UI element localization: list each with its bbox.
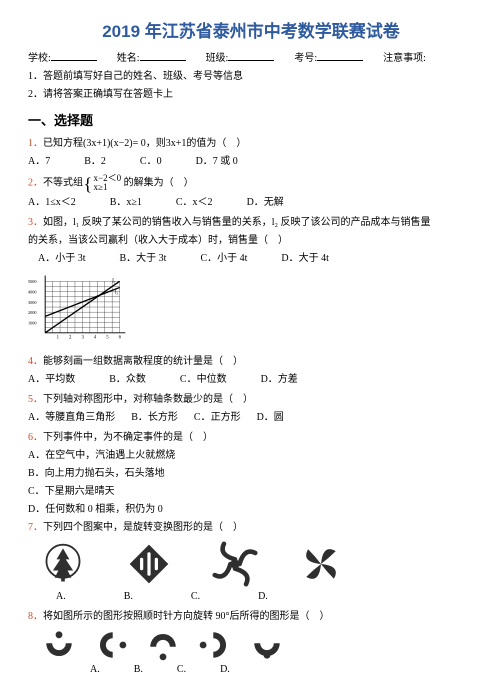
q4-opt-c: C．中位数 (180, 372, 227, 388)
q3-opt-c: C．小于 4t (200, 251, 247, 267)
q1-options: A．7 B．2 C．0 D．7 或 0 (28, 154, 474, 170)
q7-label-a: A. (56, 589, 66, 605)
q1-opt-d: D．7 或 0 (196, 154, 238, 170)
q2-ineq-2: x≥1 (94, 183, 122, 192)
q7-labels: A. B. C. D. (56, 589, 474, 605)
option-c-shape-icon (198, 628, 232, 662)
q4-options: A．平均数 B．众数 C．中位数 D．方差 (28, 372, 474, 388)
svg-text:l₂: l₂ (115, 290, 119, 296)
question-5: 5．下列轴对称图形中，对称轴条数最少的是（ ） (28, 392, 474, 407)
q1-opt-a: A．7 (28, 154, 50, 170)
q8-text: 将如图所示的图形按照顺时针方向旋转 90°后所得的图形是（ ） (43, 611, 330, 622)
q8-icons (42, 628, 474, 662)
q1-opt-c: C．0 (140, 154, 162, 170)
examno-label: 考号: (294, 51, 363, 67)
q7-label-d: D. (258, 589, 268, 605)
q7-label-c: C. (191, 589, 200, 605)
q4-opt-b: B．众数 (109, 372, 146, 388)
question-8: 8．将如图所示的图形按照顺时针方向旋转 90°后所得的图形是（ ） (28, 609, 474, 624)
svg-text:5: 5 (106, 336, 109, 341)
q6-opt-c: C．下星期六是晴天 (28, 484, 474, 499)
q8-label-c: C. (177, 662, 186, 678)
q7-text: 下列四个图案中，是旋转变换图形的是（ ） (43, 522, 243, 533)
note-label: 注意事项: (383, 51, 426, 67)
note-2: 2．请将答案正确填写在答题卡上 (28, 87, 474, 103)
svg-text:4: 4 (94, 336, 97, 341)
q6-text: 下列事件中，为不确定事件的是（ ） (43, 432, 213, 443)
section-1-title: 一、选择题 (28, 111, 474, 132)
q6-opt-d: D．任何数和 0 相乘，积仍为 0 (28, 502, 474, 517)
q2-opt-a: A．1≤x＜2 (28, 195, 76, 211)
question-2: 2．不等式组 { x−2＜0 x≥1 的解集为（ ） (28, 174, 474, 192)
school-label: 学校: (28, 51, 97, 67)
q3-text-a: 如图，l₁ 反映了某公司的销售收入与销售量的关系，l₂ 反映了该公司的产品成本与… (43, 217, 431, 228)
q2-opt-b: B．x≥1 (110, 195, 142, 211)
q3-options: A．小于 3t B．大于 3t C．小于 4t D．大于 4t (38, 251, 474, 267)
option-a-shape-icon (94, 628, 128, 662)
q5-opt-d: D．圆 (257, 410, 284, 426)
original-shape-icon (42, 628, 76, 662)
question-7: 7．下列四个图案中，是旋转变换图形的是（ ） (28, 520, 474, 535)
q2-text-b: 的解集为（ ） (124, 177, 194, 188)
svg-text:6: 6 (119, 336, 122, 341)
q1-opt-b: B．2 (84, 154, 106, 170)
q2-text-a: 不等式组 (43, 177, 83, 188)
q2-opt-c: C．x＜2 (176, 195, 213, 211)
svg-text:3: 3 (81, 336, 84, 341)
svg-text:1: 1 (57, 336, 60, 341)
svg-text:3000: 3000 (28, 300, 37, 305)
q7-icons (40, 541, 474, 587)
q1-text: 已知方程(3x+1)(x−2)= 0，则3x+1的值为（ ） (43, 138, 246, 149)
q3-opt-d: D．大于 4t (281, 251, 329, 267)
question-6: 6．下列事件中，为不确定事件的是（ ） (28, 430, 474, 445)
svg-text:4000: 4000 (28, 289, 37, 294)
q2-options: A．1≤x＜2 B．x≥1 C．x＜2 D．无解 (28, 195, 474, 211)
spiral-icon (212, 541, 258, 587)
q6-opt-b: B．向上用力抛石头，石头落地 (28, 466, 474, 481)
option-d-shape-icon (250, 628, 284, 662)
q5-options: A．等腰直角三角形 B．长方形 C．正方形 D．圆 (28, 410, 474, 426)
q3-chart: 1000 2000 3000 4000 5000 1 2 3 4 5 6 l₁ l₂ (28, 273, 133, 343)
question-3: 3．如图，l₁ 反映了某公司的销售收入与销售量的关系，l₂ 反映了该公司的产品成… (28, 215, 474, 230)
info-row: 学校: 姓名: 班级: 考号: 注意事项: (28, 51, 474, 67)
q6-opt-a: A．在空气中，汽油遇上火就燃烧 (28, 448, 474, 463)
tree-icon (40, 541, 86, 587)
svg-text:1000: 1000 (28, 320, 37, 325)
q5-opt-b: B．长方形 (131, 410, 178, 426)
svg-text:l₁: l₁ (112, 278, 116, 284)
q3-opt-b: B．大于 3t (120, 251, 167, 267)
q5-opt-c: C．正方形 (194, 410, 241, 426)
q3-text-b: 的关系，当该公司赢利（收入大于成本）时，销售量（ ） (28, 233, 474, 248)
svg-text:2000: 2000 (28, 310, 37, 315)
svg-text:2: 2 (69, 336, 72, 341)
q7-label-b: B. (124, 589, 133, 605)
page-title: 2019 年江苏省泰州市中考数学联赛试卷 (28, 18, 474, 45)
q8-label-d: D. (220, 662, 230, 678)
question-1: 1．已知方程(3x+1)(x−2)= 0，则3x+1的值为（ ） (28, 136, 474, 151)
svg-text:5000: 5000 (28, 279, 37, 284)
note-1: 1．答题前填写好自己的姓名、班级、考号等信息 (28, 69, 474, 85)
pinwheel-icon (298, 541, 344, 587)
q2-opt-d: D．无解 (247, 195, 284, 211)
question-4: 4．能够刻画一组数据离散程度的统计量是（ ） (28, 354, 474, 369)
q8-labels: A. B. C. D. (90, 662, 474, 678)
q4-opt-d: D．方差 (261, 372, 298, 388)
diamond-icon (126, 541, 172, 587)
q8-label-b: B. (134, 662, 143, 678)
q8-label-a: A. (90, 662, 100, 678)
q4-text: 能够刻画一组数据离散程度的统计量是（ ） (43, 356, 243, 367)
option-b-shape-icon (146, 628, 180, 662)
q5-text: 下列轴对称图形中，对称轴条数最少的是（ ） (43, 394, 253, 405)
class-label: 班级: (206, 51, 275, 67)
q5-opt-a: A．等腰直角三角形 (28, 410, 115, 426)
q3-opt-a: A．小于 3t (38, 251, 86, 267)
q4-opt-a: A．平均数 (28, 372, 75, 388)
name-label: 姓名: (117, 51, 186, 67)
